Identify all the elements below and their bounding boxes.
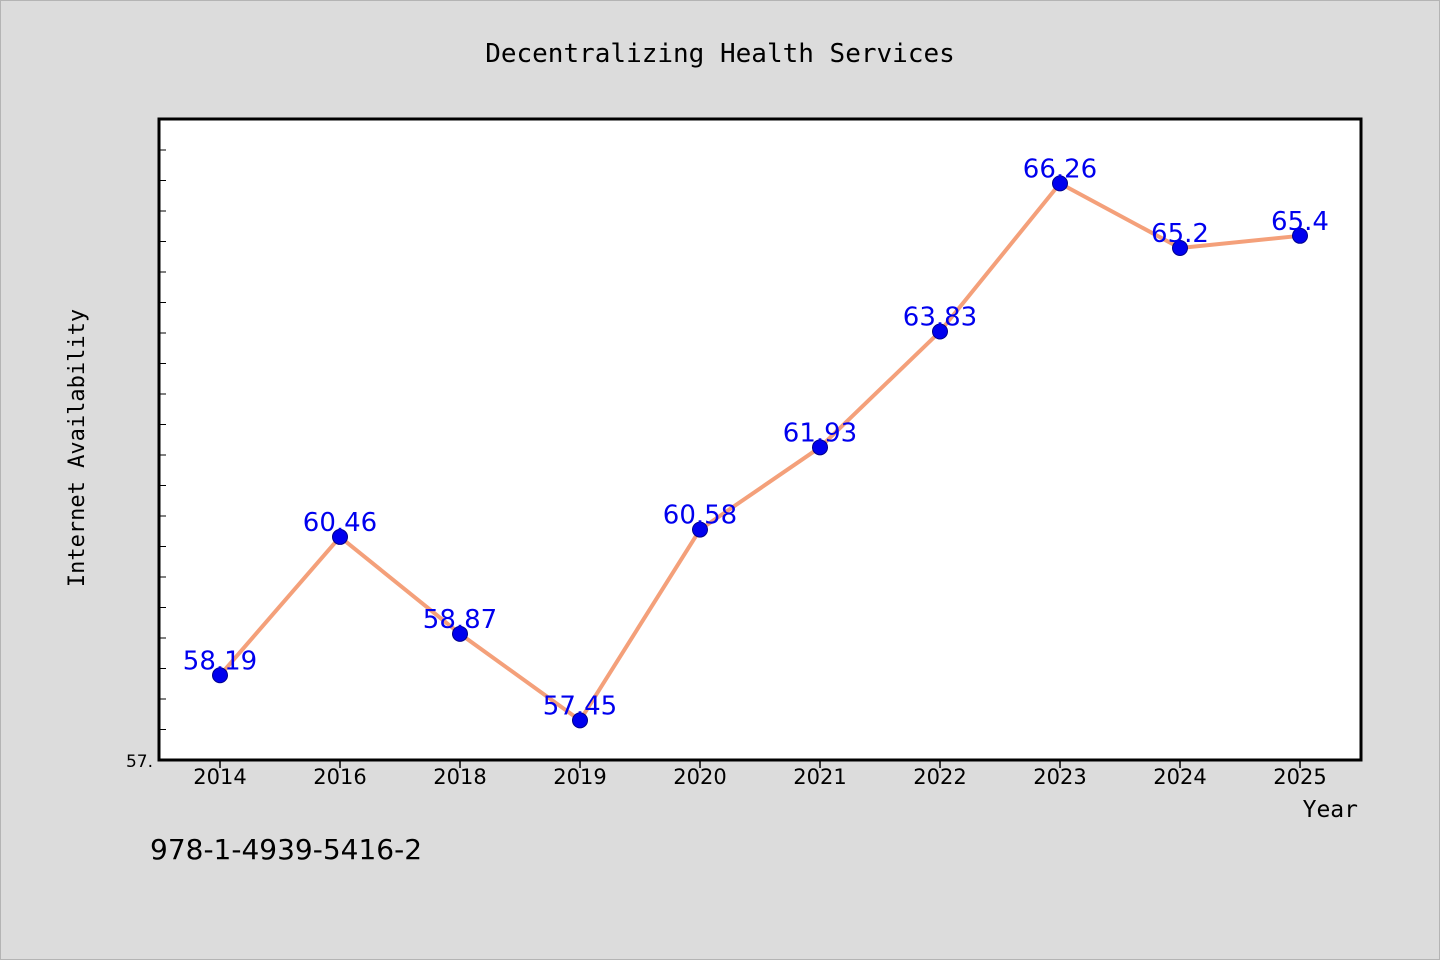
y-axis-ticks [160, 149, 166, 730]
data-point [332, 528, 348, 545]
x-tick-label: 2019 [553, 765, 606, 789]
data-point [572, 712, 588, 729]
data-label: 57.45 [543, 691, 617, 721]
x-axis-label: Year [1303, 797, 1358, 823]
x-tick-label: 2014 [193, 765, 246, 789]
data-point [692, 521, 708, 538]
data-point [212, 667, 228, 684]
chart-title: Decentralizing Health Services [485, 39, 955, 69]
series-markers [212, 175, 1308, 729]
x-tick-label: 2023 [1033, 765, 1086, 789]
data-point [452, 625, 468, 642]
data-label: 60.58 [663, 501, 737, 531]
data-label: 60.46 [303, 508, 377, 538]
x-tick-label: 2025 [1273, 765, 1326, 789]
x-tick-label: 2021 [793, 765, 846, 789]
x-tick-label: 2020 [673, 765, 726, 789]
data-point [812, 439, 828, 456]
data-label: 58.19 [183, 646, 257, 676]
data-labels: 58.19 60.46 58.87 57.45 60.58 61.93 63.83 66.26… [183, 154, 1329, 721]
isbn-text: 978-1-4939-5416-2 [150, 833, 423, 866]
y-tick-label: 57. [126, 752, 153, 772]
data-point [1172, 240, 1188, 256]
x-tick-label: 2016 [313, 765, 366, 789]
y-axis-label: Internet Availability [65, 309, 90, 587]
data-label: 66.26 [1023, 154, 1097, 184]
data-label: 58.87 [423, 605, 497, 635]
x-tick-label: 2024 [1153, 765, 1206, 789]
data-label: 63.83 [903, 303, 977, 333]
data-point [932, 323, 948, 340]
x-axis: 2014 2016 2018 2019 2020 2021 2022 2023 2024 2025 [193, 760, 1327, 789]
x-tick-label: 2018 [433, 765, 486, 789]
series-line [218, 181, 1302, 723]
plot-area [157, 117, 1363, 762]
x-tick-label: 2022 [913, 765, 966, 789]
data-label: 61.93 [783, 418, 857, 448]
data-point [1292, 227, 1308, 244]
data-label: 65.4 [1271, 207, 1329, 237]
data-point [1052, 175, 1068, 192]
data-label: 65.2 [1151, 219, 1209, 249]
